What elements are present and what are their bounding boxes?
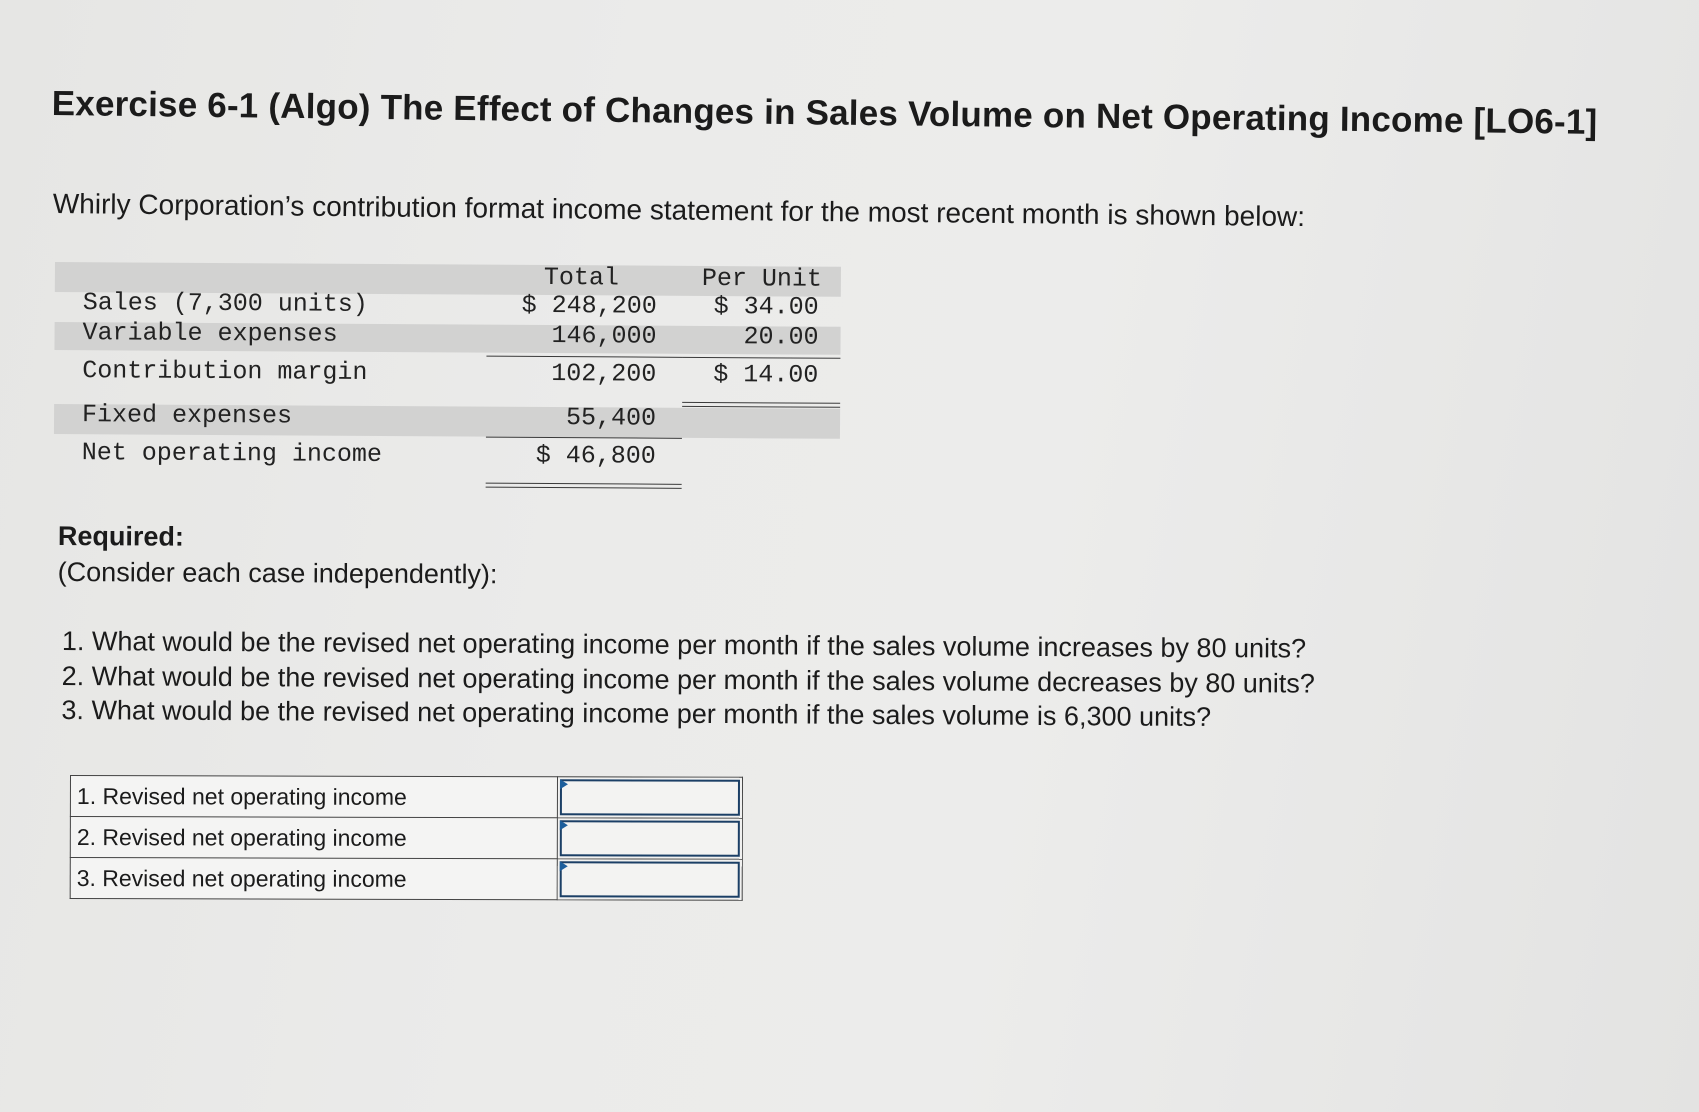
- per-unit-contribution-margin: $ 14.00: [713, 360, 819, 390]
- input-marker-icon: [559, 820, 568, 831]
- per-unit-variable-expenses: 20.00: [743, 322, 819, 352]
- row-label-sales: Sales (7,300 units): [82, 288, 368, 319]
- col-header-per-unit: Per Unit: [701, 263, 823, 294]
- total-net-operating-income: $ 46,800: [535, 440, 656, 471]
- intro-text: Whirly Corporation’s contribution format…: [52, 188, 1306, 233]
- answer-input-3[interactable]: [559, 861, 740, 898]
- answer-cell: [557, 776, 743, 819]
- subtotal-rule-total: [486, 355, 683, 358]
- total-contribution-margin: 102,200: [551, 359, 657, 389]
- income-statement: Total Per Unit Sales (7,300 units) Varia…: [53, 262, 841, 495]
- question-item: 3. What would be the revised net operati…: [61, 694, 1212, 733]
- per-unit-sales: $ 34.00: [713, 292, 819, 322]
- row-label-contribution-margin: Contribution margin: [82, 356, 368, 387]
- input-marker-icon: [559, 779, 568, 790]
- required-subheading: (Consider each case independently):: [57, 556, 498, 590]
- answer-label: 3. Revised net operating income: [70, 857, 558, 900]
- col-header-total: Total: [543, 262, 620, 293]
- double-rule-per-unit: [682, 401, 841, 408]
- answer-input-1[interactable]: [559, 779, 740, 816]
- question-list: 1. What would be the revised net operati…: [61, 624, 1315, 735]
- answer-input-2[interactable]: [559, 820, 740, 857]
- total-sales: $ 248,200: [521, 290, 657, 321]
- answer-label: 1. Revised net operating income: [70, 775, 558, 818]
- double-rule-net-income: [485, 482, 682, 489]
- answer-cell: [557, 817, 743, 860]
- answer-row: 3. Revised net operating income: [70, 857, 743, 901]
- answer-cell: [557, 858, 743, 901]
- input-marker-icon: [559, 861, 568, 872]
- total-fixed-expenses: 55,400: [565, 403, 657, 433]
- answer-label: 2. Revised net operating income: [70, 816, 558, 859]
- required-block: Required: (Consider each case independen…: [58, 518, 498, 592]
- row-label-variable-expenses: Variable expenses: [82, 318, 338, 349]
- answer-table: 1. Revised net operating income 2. Revis…: [70, 775, 743, 901]
- subtotal-rule-fixed: [485, 436, 682, 439]
- subtotal-rule-per-unit: [682, 356, 841, 359]
- total-variable-expenses: 146,000: [551, 321, 657, 351]
- answer-row: 2. Revised net operating income: [70, 816, 743, 860]
- required-heading: Required:: [57, 520, 184, 552]
- row-label-fixed-expenses: Fixed expenses: [81, 400, 293, 431]
- row-label-net-operating-income: Net operating income: [81, 438, 382, 470]
- answer-row: 1. Revised net operating income: [70, 775, 743, 819]
- page-title: Exercise 6-1 (Algo) The Effect of Change…: [51, 84, 1598, 142]
